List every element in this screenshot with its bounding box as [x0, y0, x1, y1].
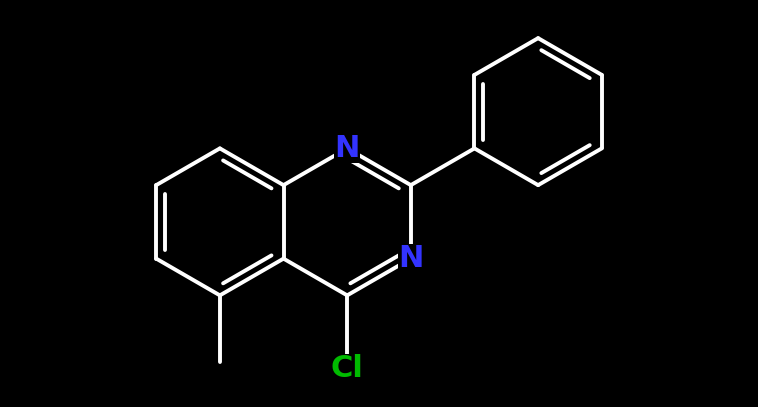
Text: Cl: Cl	[330, 354, 364, 383]
Text: N: N	[398, 244, 424, 273]
Text: N: N	[334, 134, 360, 163]
